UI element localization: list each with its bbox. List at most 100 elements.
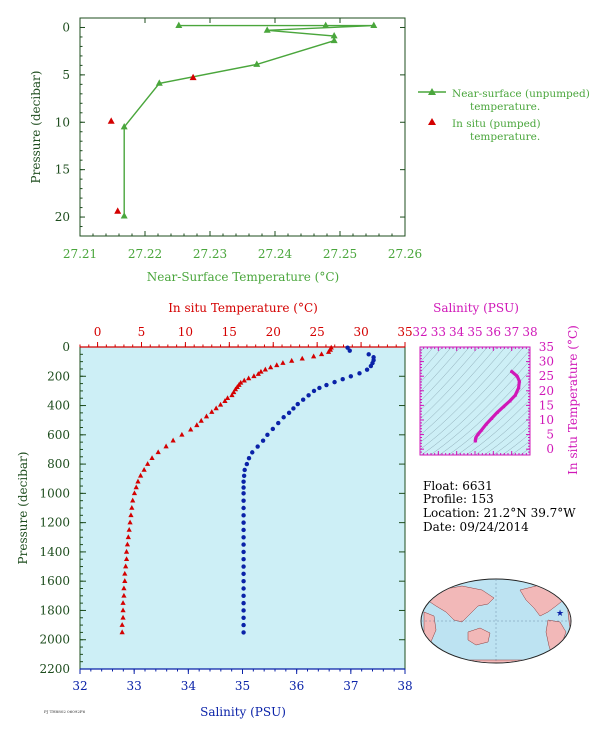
salinity-profile-point <box>241 608 246 613</box>
ts-y-label: In situ Temperature (°C) <box>566 325 580 475</box>
density-contour <box>420 349 530 455</box>
salinity-profile-point <box>241 535 246 540</box>
temperature-profile-point <box>128 512 134 518</box>
temperature-profile-point <box>179 431 185 437</box>
unpumped-temperature-point <box>155 79 163 86</box>
temperature-profile-point <box>119 629 125 635</box>
y-tick-label: 5 <box>62 68 70 82</box>
temperature-profile-point <box>203 413 210 419</box>
salinity-profile-point <box>364 367 370 372</box>
temperature-profile-point <box>229 392 235 398</box>
ts-point <box>515 373 520 378</box>
temperature-profile-point <box>125 534 131 540</box>
salinity-profile-point <box>241 479 246 484</box>
tiny-label: PJ TH8802 06092F6 <box>44 709 86 714</box>
temperature-profile-point <box>251 373 257 379</box>
unpumped-temperature-point <box>330 32 338 39</box>
y-tick-label: 15 <box>55 163 70 177</box>
temperature-profile-point <box>255 371 261 376</box>
ts-y-tick-label: 20 <box>539 384 554 398</box>
ts-x-tick-label: 34 <box>449 325 465 339</box>
density-contour <box>420 347 443 374</box>
salinity-profile-point <box>241 542 246 547</box>
temperature-profile-point <box>213 405 219 411</box>
temperature-tick-label: 35 <box>397 325 412 339</box>
temperature-profile-point <box>311 353 317 359</box>
salinity-profile-point <box>317 385 322 391</box>
temperature-profile-point <box>198 417 204 423</box>
ts-point <box>473 438 478 443</box>
unpumped-temperature-point <box>120 123 128 130</box>
near-surface-y-axis: 0 5 10 15 20 <box>55 20 405 237</box>
profile-top-label: In situ Temperature (°C) <box>168 301 318 315</box>
salinity-profile-point <box>291 406 296 411</box>
salinity-profile-point <box>366 352 371 357</box>
salinity-profile-point <box>286 410 292 416</box>
ts-x-tick-label: 33 <box>431 325 446 339</box>
temperature-profile-point <box>120 600 126 605</box>
ts-point <box>513 392 518 397</box>
unpumped-temperature-point <box>330 36 338 44</box>
salinity-profile-point <box>324 382 329 388</box>
density-contour <box>420 347 470 402</box>
temperature-profile-point <box>124 541 131 547</box>
salinity-profile-point <box>281 415 286 420</box>
near-surface-x-label: Near-Surface Temperature (°C) <box>147 270 339 284</box>
salinity-profile-point <box>241 564 246 569</box>
temperature-profile-point <box>123 556 130 562</box>
salinity-profile-point <box>260 438 266 443</box>
unpumped-temperature-point <box>120 212 128 219</box>
pressure-tick-label: 1600 <box>39 574 70 588</box>
salinity-profile-point <box>368 363 374 369</box>
temperature-profile-point <box>274 362 280 368</box>
unpumped-temperature-point <box>263 26 271 33</box>
density-contour <box>465 399 530 455</box>
pumped-temperature-point <box>107 117 115 124</box>
ts-point <box>484 422 488 426</box>
info-profile: Profile: 153 <box>423 492 494 506</box>
temperature-profile-point <box>325 349 332 354</box>
temperature-tick-label: 5 <box>138 325 146 339</box>
salinity-profile-point <box>241 513 246 518</box>
map-land-asia <box>423 585 495 623</box>
ts-x-tick-label: 35 <box>467 325 482 339</box>
temperature-profile-point <box>289 357 295 363</box>
salinity-profile-point <box>241 505 246 511</box>
near-surface-panel: 27.21 27.22 27.23 27.24 27.25 27.26 05101520 … <box>29 17 590 284</box>
unpumped-temperature-point <box>253 60 261 67</box>
temperature-profile-point <box>231 389 237 395</box>
salinity-profile-point <box>241 485 246 490</box>
ts-point <box>489 416 494 420</box>
y-tick-label: 0 <box>62 20 70 34</box>
ts-point <box>509 369 514 373</box>
density-contour <box>420 347 488 420</box>
salinity-profile-point <box>241 622 246 628</box>
temperature-profile-point <box>209 409 215 414</box>
ts-y-tick-label: 25 <box>539 369 554 383</box>
salinity-profile-point <box>241 473 247 478</box>
near-surface-y-label: Pressure (decibar) <box>29 71 43 184</box>
ts-x-label: Salinity (PSU) <box>433 301 519 315</box>
ts-point <box>507 398 512 403</box>
pressure-tick-label: 1800 <box>39 603 70 617</box>
temperature-profile-point <box>170 437 176 443</box>
info-date: Date: 09/24/2014 <box>423 520 529 534</box>
salinity-profile-point <box>295 401 300 407</box>
salinity-profile-point <box>241 520 246 525</box>
ts-y-tick-label: 15 <box>539 398 554 412</box>
near-surface-legend: Near-surface (unpumped) temperature. In … <box>418 88 590 143</box>
temperature-profile-point <box>119 622 125 627</box>
ts-y-tick-label: 30 <box>539 355 554 369</box>
info-location: Location: 21.2°N 39.7°W <box>423 506 576 520</box>
temperature-profile-point <box>129 505 135 510</box>
density-contour <box>420 347 506 436</box>
temperature-tick-label: 15 <box>222 325 237 339</box>
temperature-profile-point <box>123 548 130 554</box>
density-contour <box>474 408 530 455</box>
ts-density-contours <box>420 347 530 455</box>
temperature-profile-point <box>246 375 252 381</box>
pressure-tick-label: 2000 <box>39 633 70 647</box>
temperature-profile-point <box>145 461 151 466</box>
